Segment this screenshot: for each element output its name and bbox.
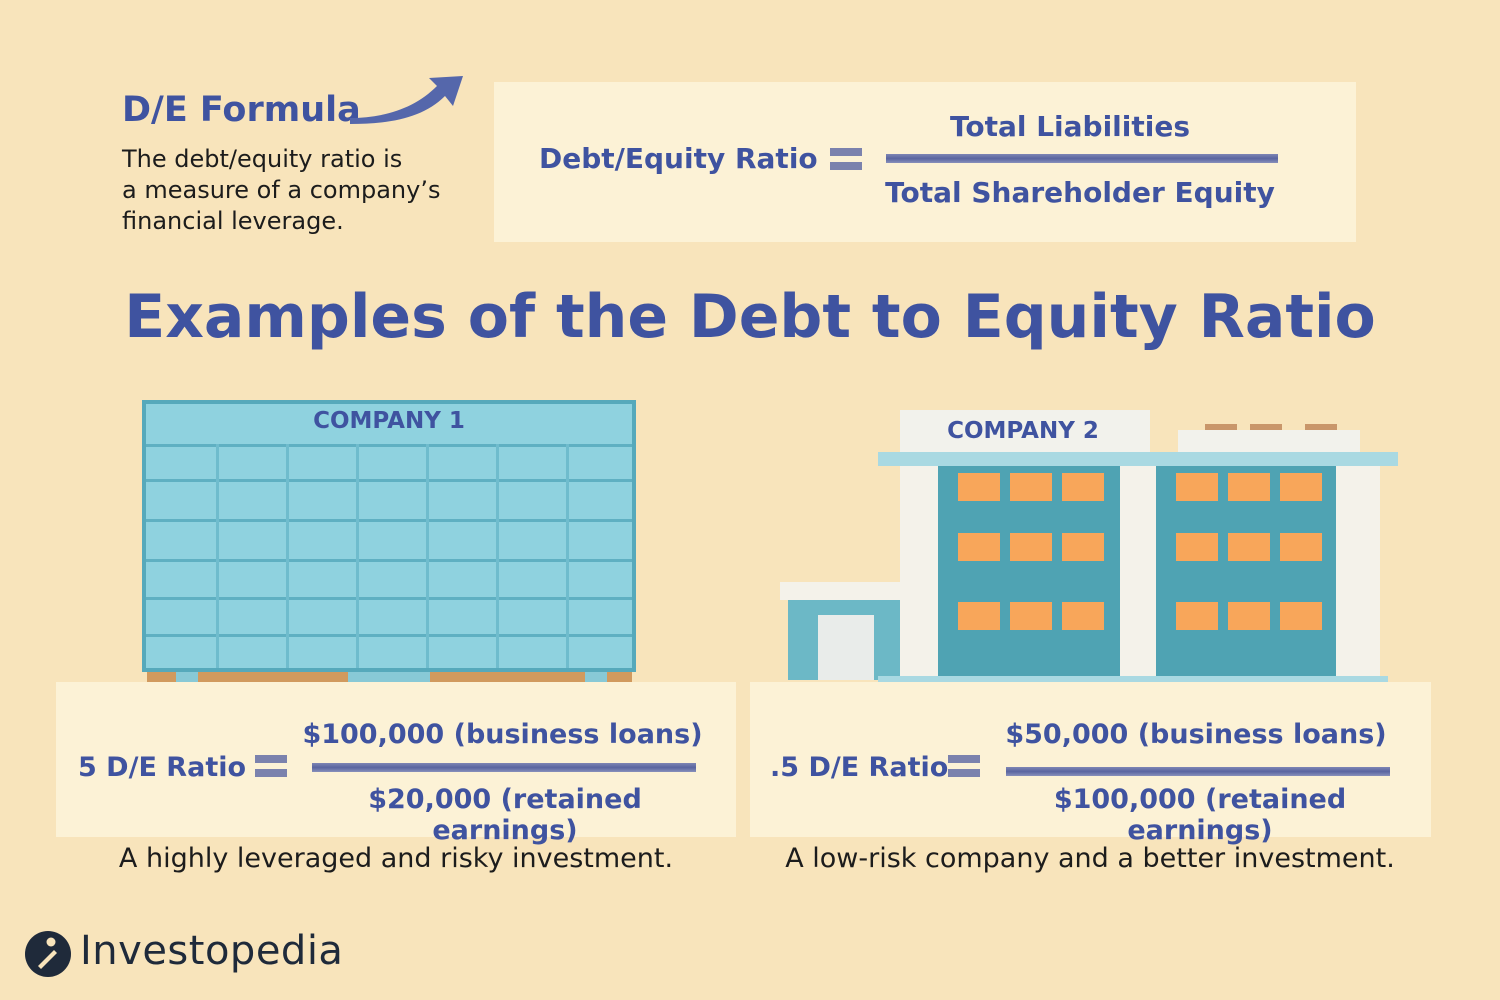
formula-heading: D/E Formula <box>122 90 361 130</box>
company2-sign: COMPANY 2 <box>947 418 1099 444</box>
window <box>958 533 1000 561</box>
brand-name: Investopedia <box>80 928 344 974</box>
window <box>1176 533 1218 561</box>
fraction-bar <box>886 154 1278 163</box>
window <box>1228 533 1270 561</box>
company1-building <box>142 400 636 672</box>
window <box>1280 602 1322 630</box>
arrow-icon <box>350 76 463 124</box>
window <box>1228 602 1270 630</box>
window <box>1010 533 1052 561</box>
window <box>958 473 1000 501</box>
formula-numerator: Total Liabilities <box>949 110 1191 143</box>
equals-icon <box>830 148 862 176</box>
equals-icon <box>948 755 980 783</box>
window <box>1062 602 1104 630</box>
company2-caption: A low-risk company and a better investme… <box>785 843 1395 874</box>
window <box>1280 473 1322 501</box>
description-line: The debt/equity ratio is <box>122 145 403 173</box>
window <box>1062 533 1104 561</box>
window <box>1280 533 1322 561</box>
company2-ratio-label: .5 D/E Ratio <box>770 752 949 783</box>
page-title: Examples of the Debt to Equity Ratio <box>124 282 1376 352</box>
window <box>1062 473 1104 501</box>
company2-building <box>780 410 1400 685</box>
company1-caption: A highly leveraged and risky investment. <box>118 843 674 874</box>
fraction-bar <box>312 763 696 772</box>
formula-denominator: Total Shareholder Equity <box>885 176 1275 209</box>
formula-description: The debt/equity ratio is a measure of a … <box>122 144 440 237</box>
company1-ratio-panel <box>56 682 736 837</box>
fraction-bar <box>1006 767 1390 776</box>
window <box>1010 602 1052 630</box>
formula-label: Debt/Equity Ratio <box>539 142 818 175</box>
company1-numerator: $100,000 (business loans) <box>302 719 703 750</box>
window <box>1010 473 1052 501</box>
company2-ratio-panel <box>750 682 1431 837</box>
company2-numerator: $50,000 (business loans) <box>1005 719 1387 750</box>
company1-denominator: $20,000 (retained earnings) <box>368 784 642 846</box>
window <box>1228 473 1270 501</box>
company1-sign: COMPANY 1 <box>313 408 465 434</box>
investopedia-i-logo-icon <box>25 931 71 977</box>
description-line: financial leverage. <box>122 207 344 235</box>
company2-denominator: $100,000 (retained earnings) <box>1053 784 1347 846</box>
equals-icon <box>255 755 287 783</box>
window <box>1176 602 1218 630</box>
description-line: a measure of a company’s <box>122 176 441 204</box>
company1-ratio-label: 5 D/E Ratio <box>78 752 247 783</box>
window <box>958 602 1000 630</box>
window <box>1176 473 1218 501</box>
